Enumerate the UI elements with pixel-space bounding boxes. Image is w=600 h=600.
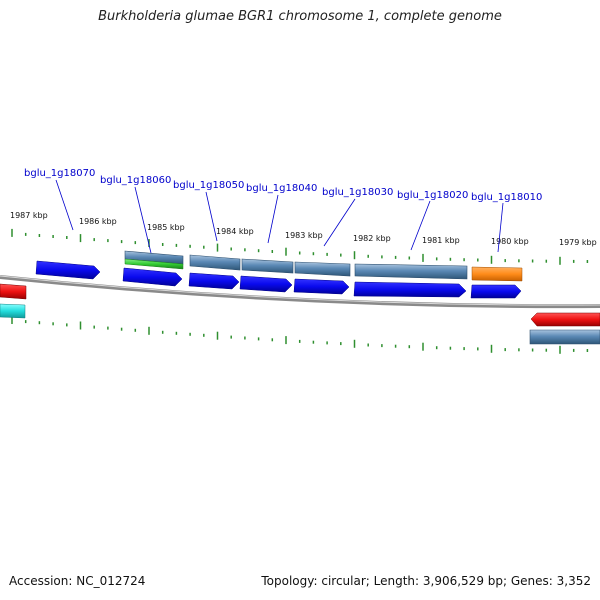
cds-arrow[interactable] bbox=[293, 278, 350, 295]
label-leader bbox=[205, 191, 218, 242]
gene-label[interactable]: bglu_1g18040 bbox=[246, 183, 317, 194]
gene-bar[interactable] bbox=[241, 258, 294, 274]
gene-bar[interactable] bbox=[294, 261, 351, 277]
label-leader bbox=[267, 194, 279, 244]
cyan-feature[interactable] bbox=[0, 303, 26, 319]
gene-label[interactable]: bglu_1g18010 bbox=[471, 192, 542, 203]
cds-arrow[interactable] bbox=[122, 267, 183, 287]
kbp-label: 1985 kbp bbox=[147, 223, 185, 232]
kbp-label: 1979 kbp bbox=[559, 238, 597, 247]
gene-label[interactable]: bglu_1g18030 bbox=[322, 187, 393, 198]
accession-text: Accession: NC_012724 bbox=[9, 574, 146, 588]
cds-arrow[interactable] bbox=[470, 284, 522, 299]
kbp-label: 1986 kbp bbox=[79, 217, 117, 226]
topology-text: Topology: circular; Length: 3,906,529 bp… bbox=[261, 574, 591, 588]
label-leader bbox=[323, 198, 356, 247]
gene-label[interactable]: bglu_1g18070 bbox=[24, 168, 95, 179]
gene-label[interactable]: bglu_1g18050 bbox=[173, 180, 244, 191]
kbp-label: 1983 kbp bbox=[285, 231, 323, 240]
gene-bar[interactable] bbox=[189, 254, 241, 271]
cds-arrow[interactable] bbox=[353, 281, 467, 298]
label-leader bbox=[410, 200, 431, 251]
label-leader bbox=[55, 179, 74, 231]
kbp-label: 1982 kbp bbox=[353, 234, 391, 243]
cds-arrow[interactable] bbox=[35, 260, 101, 280]
kbp-label: 1984 kbp bbox=[216, 227, 254, 236]
red-feature[interactable] bbox=[0, 283, 27, 300]
kbp-label: 1980 kbp bbox=[491, 237, 529, 246]
label-leader bbox=[134, 186, 152, 254]
rna-feature[interactable] bbox=[124, 258, 184, 270]
genome-title: Burkholderia glumae BGR1 chromosome 1, c… bbox=[98, 9, 502, 24]
cds-arrow[interactable] bbox=[239, 275, 293, 293]
kbp-label: 1987 kbp bbox=[10, 211, 48, 220]
label-leader bbox=[497, 202, 504, 253]
gene-bar[interactable] bbox=[529, 329, 600, 345]
gene-bar[interactable] bbox=[354, 263, 468, 280]
inner-kbp-ticks bbox=[11, 316, 589, 354]
genome-backbone bbox=[0, 275, 600, 309]
gene-label[interactable]: bglu_1g18060 bbox=[100, 175, 171, 186]
cds-arrow[interactable] bbox=[188, 272, 240, 290]
reverse-arrow[interactable] bbox=[530, 312, 600, 327]
gene-label[interactable]: bglu_1g18020 bbox=[397, 190, 468, 201]
highlight-gene[interactable] bbox=[471, 266, 523, 282]
kbp-label: 1981 kbp bbox=[422, 236, 460, 245]
